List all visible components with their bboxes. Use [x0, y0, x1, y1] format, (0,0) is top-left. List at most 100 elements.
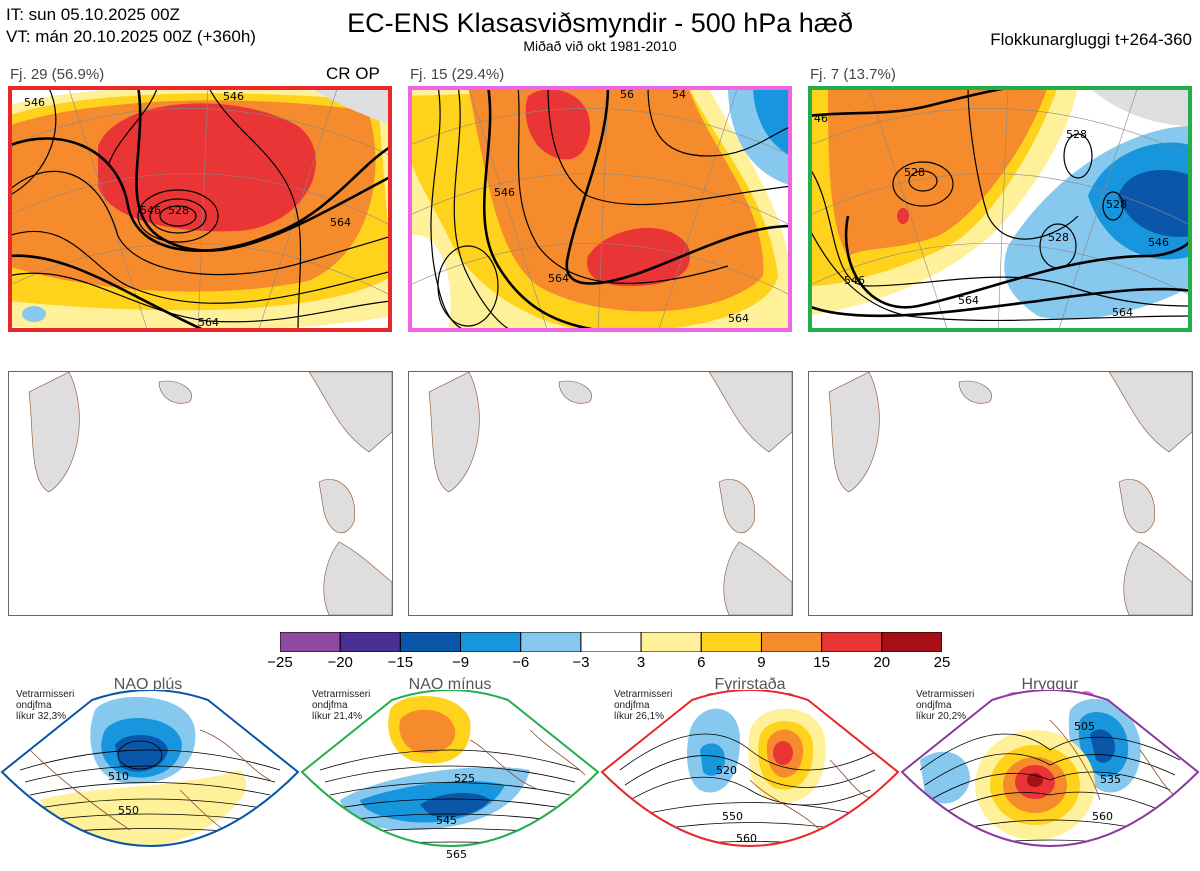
svg-text:520: 520 [716, 764, 737, 777]
cluster-1-marker: CR OP [326, 64, 380, 83]
europe-land [323, 541, 392, 615]
iceland-land [958, 380, 992, 404]
regime-1-title: NAO plús [113, 676, 183, 693]
regime-note-line: Vetrarmisseri [16, 689, 75, 700]
colorbar-tick-label: 20 [873, 654, 891, 671]
cluster-1-frame [8, 86, 392, 332]
colorbar-tick-label: −9 [451, 654, 470, 671]
page-subtitle: Miðað við okt 1981-2010 [523, 38, 677, 54]
iceland-land [558, 380, 592, 404]
colorbar-swatch [640, 631, 702, 653]
colorbar-tick-label: −25 [267, 654, 293, 671]
regime-note-line: ondjfma [916, 700, 952, 711]
regime-note-line: líkur 20,2% [916, 711, 967, 722]
regime-note-line: líkur 32,3% [16, 711, 67, 722]
colorbar-tick-label: −6 [512, 654, 530, 671]
europe-land [1123, 541, 1192, 615]
anomaly-shade-dark-blue [1118, 170, 1192, 237]
colorbar-tick-label: −20 [327, 654, 353, 671]
thick-contours [482, 86, 792, 332]
anomaly-shade-red [98, 103, 316, 232]
svg-text:510: 510 [108, 770, 129, 783]
svg-text:535: 535 [1100, 773, 1121, 786]
colorbar-tick-label: 15 [813, 654, 830, 671]
regime-note-line: líkur 21,4% [312, 711, 363, 722]
greenland-land [28, 372, 80, 493]
regime-2-note: Vetrarmisseri ondjfma líkur 21,4% [312, 689, 370, 722]
anomaly-shade-light-blue-west [920, 751, 970, 804]
land-mass [1088, 86, 1192, 126]
coastlines [469, 729, 586, 791]
base-map-3 [808, 371, 1193, 616]
svg-text:564: 564 [198, 316, 219, 329]
colorbar-tick-label: 25 [933, 654, 951, 671]
contours [919, 733, 1181, 846]
anomaly-shade-white [408, 234, 451, 332]
scandinavia-land [1108, 372, 1192, 453]
svg-text:56: 56 [620, 88, 634, 101]
regime-1-frame [0, 690, 300, 847]
anomaly-shade-red-2 [587, 227, 690, 286]
regime-note-line: Vetrarmisseri [916, 689, 975, 700]
svg-text:564: 564 [1112, 306, 1133, 319]
regime-note-line: ondjfma [312, 700, 348, 711]
cluster-3-label: Fj. 7 (13.7%) [810, 66, 896, 83]
regime-note-line: Vetrarmisseri [614, 689, 673, 700]
colorbar [279, 631, 943, 653]
svg-text:560: 560 [1092, 810, 1113, 823]
regime-1-map: 510 550 [0, 690, 300, 847]
graticule [408, 86, 792, 332]
colorbar-tick-label: 9 [757, 654, 766, 671]
colorbar-swatch [580, 631, 642, 653]
contours [8, 86, 392, 332]
svg-text:528: 528 [168, 204, 189, 217]
regime-3-frame [600, 690, 900, 847]
cluster-3-frame [808, 86, 1192, 332]
regime-3-note: Vetrarmisseri ondjfma líkur 26,1% [614, 689, 672, 722]
svg-text:546: 546 [1148, 236, 1169, 249]
cluster-2-map: 546 564 564 56 54 [408, 86, 792, 332]
svg-text:546: 546 [844, 274, 865, 287]
regime-note-line: ondjfma [614, 700, 650, 711]
header-times: IT: sun 05.10.2025 00Z VT: mán 20.10.202… [6, 4, 256, 48]
colorbar-tick-label: 6 [697, 654, 706, 671]
svg-text:46: 46 [814, 112, 828, 125]
svg-text:528: 528 [904, 166, 925, 179]
british-isles-land [1118, 479, 1156, 534]
svg-text:565: 565 [446, 848, 467, 861]
colorbar-swatch [821, 631, 883, 653]
regime-note-line: líkur 26,1% [614, 711, 665, 722]
regime-3-title: Fyrirstaða [714, 676, 786, 693]
svg-text:546: 546 [140, 204, 161, 217]
regime-2-frame [300, 690, 600, 847]
svg-text:54: 54 [672, 88, 686, 101]
svg-text:528: 528 [1106, 198, 1127, 211]
anomaly-shade-red [773, 741, 793, 765]
colorbar-swatch [881, 631, 943, 653]
scandinavia-land [708, 372, 792, 453]
anomaly-shade-blue [700, 743, 725, 776]
svg-text:546: 546 [24, 96, 45, 109]
colorbar-swatch [700, 631, 762, 653]
svg-text:560: 560 [736, 832, 757, 845]
regime-note-line: Vetrarmisseri [312, 689, 371, 700]
colorbar-ticks: −25 −20 −15 −9 −6 −3 3 6 9 15 20 25 [267, 654, 950, 674]
svg-text:564: 564 [330, 216, 351, 229]
colorbar-swatch [339, 631, 401, 653]
cluster-1-label: Fj. 29 (56.9%) [10, 66, 105, 83]
regime-4-note: Vetrarmisseri ondjfma líkur 20,2% [916, 689, 974, 722]
greenland-land [428, 372, 480, 493]
svg-text:528: 528 [1048, 231, 1069, 244]
regime-4-title: Hryggur [1021, 676, 1079, 693]
svg-text:564: 564 [958, 294, 979, 307]
svg-text:546: 546 [494, 186, 515, 199]
colorbar-tick-label: −15 [387, 654, 414, 671]
scandinavia-land [308, 372, 392, 453]
graticule [8, 86, 392, 332]
colorbar-swatch [279, 631, 341, 653]
contours [808, 86, 1192, 322]
page-title: EC-ENS Klasasviðsmyndir - 500 hPa hæð [347, 8, 853, 38]
cluster-2-label: Fj. 15 (29.4%) [410, 66, 505, 83]
valid-time: VT: mán 20.10.2025 00Z (+360h) [6, 27, 256, 46]
regime-note-line: ondjfma [16, 700, 52, 711]
